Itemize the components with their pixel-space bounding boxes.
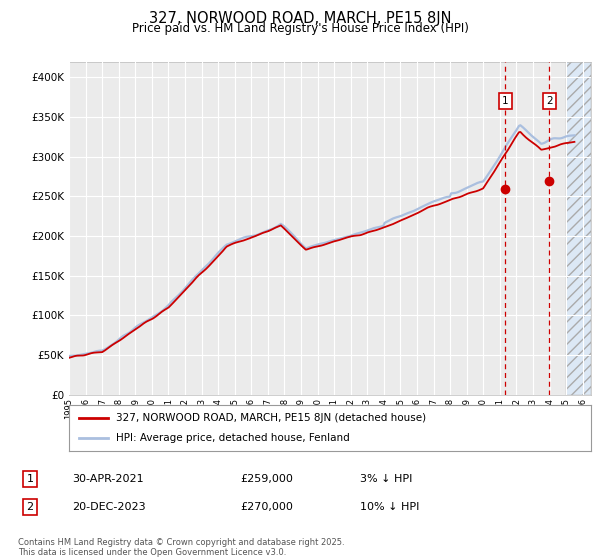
Text: 3% ↓ HPI: 3% ↓ HPI xyxy=(360,474,412,484)
Bar xyxy=(566,62,591,395)
Text: Contains HM Land Registry data © Crown copyright and database right 2025.
This d: Contains HM Land Registry data © Crown c… xyxy=(18,538,344,557)
Bar xyxy=(566,62,591,395)
Text: 1: 1 xyxy=(502,96,509,106)
Text: 327, NORWOOD ROAD, MARCH, PE15 8JN (detached house): 327, NORWOOD ROAD, MARCH, PE15 8JN (deta… xyxy=(116,413,426,423)
Text: 10% ↓ HPI: 10% ↓ HPI xyxy=(360,502,419,512)
Text: £270,000: £270,000 xyxy=(240,502,293,512)
Text: 1: 1 xyxy=(26,474,34,484)
Text: £259,000: £259,000 xyxy=(240,474,293,484)
Text: HPI: Average price, detached house, Fenland: HPI: Average price, detached house, Fenl… xyxy=(116,433,350,443)
Text: 30-APR-2021: 30-APR-2021 xyxy=(72,474,143,484)
Text: 2: 2 xyxy=(26,502,34,512)
Text: 20-DEC-2023: 20-DEC-2023 xyxy=(72,502,146,512)
Text: 2: 2 xyxy=(546,96,553,106)
Text: 327, NORWOOD ROAD, MARCH, PE15 8JN: 327, NORWOOD ROAD, MARCH, PE15 8JN xyxy=(149,11,451,26)
Text: Price paid vs. HM Land Registry's House Price Index (HPI): Price paid vs. HM Land Registry's House … xyxy=(131,22,469,35)
